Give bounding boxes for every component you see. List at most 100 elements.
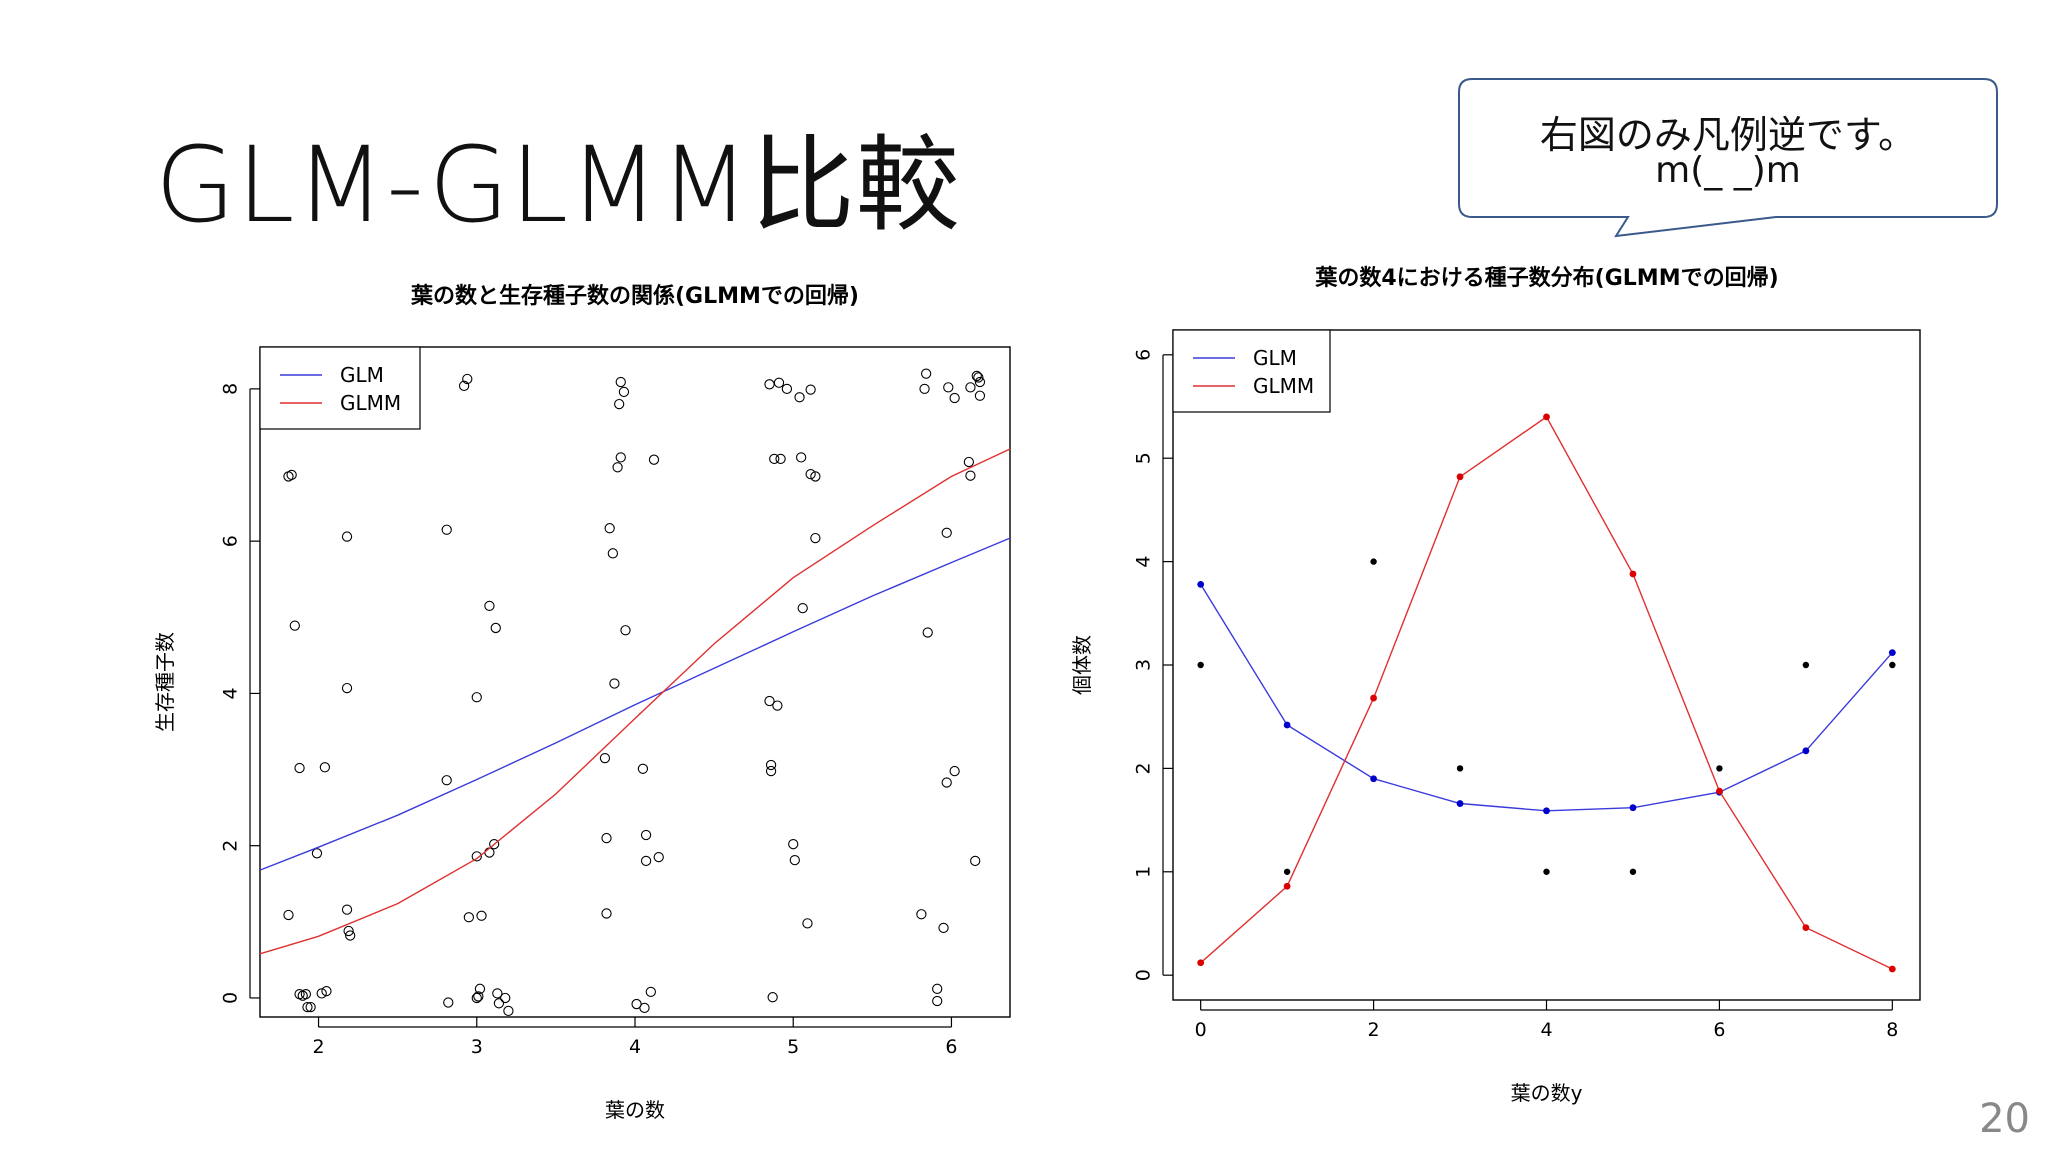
data-point [943,382,954,393]
data-point [810,532,821,544]
data-point [489,839,500,850]
data-point [471,992,482,1004]
data-point [639,1002,650,1014]
x-tick-label: 2 [1368,1019,1380,1041]
legend-box [1172,329,1331,413]
data-point [474,983,486,994]
data-point [476,910,487,921]
y-tick-label: 4 [1133,556,1155,568]
data-point [922,627,933,638]
data-point [441,524,452,535]
chart-title: 葉の数4における種子数分布(GLMMでの回帰) [1314,265,1778,291]
data-point [932,995,943,1007]
data-point [615,452,626,463]
series-point-glm [1888,649,1896,656]
data-point [764,379,775,390]
y-axis-label: 生存種子数 [153,632,177,732]
series-point-glm [1197,580,1205,588]
y-tick-label: 0 [1133,969,1155,981]
series-point-glm [1370,775,1377,783]
callout-note: 右図のみ凡例逆です。 m(_ _)m [1458,78,1998,238]
data-point [503,1005,514,1017]
data-point [601,908,612,919]
data-point [965,382,976,393]
page-number: 20 [1979,1096,2030,1142]
series-point-glmm [1716,787,1723,795]
data-point [772,700,783,711]
x-axis-label: 葉の数 [605,1098,665,1122]
observed-point [1629,868,1637,875]
chart-right-svg: 葉の数4における種子数分布(GLMMでの回帰) 0 2 4 6 8 0 1 2 3 4 5 6 葉の数y 個… [1070,265,1921,1105]
observed-point [1370,558,1377,565]
x-tick-label: 5 [787,1036,799,1058]
series-point-glm [1629,804,1637,812]
data-point [805,384,816,395]
data-point [640,829,652,841]
callout-bubble [1458,78,1998,238]
data-point [949,392,960,404]
data-point [283,909,294,921]
data-point [302,1001,313,1013]
data-point [471,851,482,862]
series-point-glmm [1283,882,1291,890]
y-tick-label: 6 [220,535,242,547]
data-point [640,855,652,867]
data-point [949,765,960,777]
chart-left-svg: 葉の数と生存種子数の関係(GLMMでの回帰) 2 3 4 5 6 0 2 4 6 8 葉の数 生存種子数… [153,283,1011,1122]
legend-box [259,346,421,430]
y-tick-label: 3 [1133,659,1155,671]
observed-point [1456,765,1464,772]
data-point [653,851,664,863]
series-point-glmm [1197,959,1205,967]
data-point [612,462,623,473]
x-tick-label: 4 [1540,1019,1552,1041]
x-axis-label: 葉の数y [1511,1081,1583,1105]
data-point [802,918,813,929]
data-point [971,370,982,382]
data-point [767,992,778,1003]
data-point [341,682,353,694]
series-point-glmm [1802,924,1810,932]
observed-point [1802,661,1810,669]
data-point [620,625,631,636]
data-point [609,678,620,689]
observed-point [1889,661,1896,669]
data-point [775,453,786,465]
series-point-glmm [1370,694,1377,702]
data-point [789,855,800,866]
observed-point [1197,661,1204,669]
y-tick-label: 2 [220,840,242,852]
callout-text: 右図のみ凡例逆です。 [1539,113,1917,157]
y-tick-label: 5 [1133,452,1155,464]
data-point [289,620,300,631]
data-point [974,390,986,401]
data-point [458,380,470,391]
series-point-glm [1543,807,1550,815]
data-point [471,692,482,703]
legend-label-glmm: GLMM [340,391,401,415]
x-tick-label: 6 [945,1036,957,1058]
data-point [645,986,656,998]
callout-emoticon: m(_ _)m [1655,150,1801,191]
data-point [615,376,626,388]
x-tick-label: 3 [471,1036,483,1058]
data-point [769,453,780,465]
data-point [973,372,984,383]
data-point [810,471,821,482]
data-point [441,775,452,786]
series-line-glmm [1200,415,1893,970]
data-point [805,468,816,480]
data-point [932,983,943,994]
data-point [648,454,660,465]
data-point [965,470,976,481]
data-point [500,992,511,1004]
data-point [462,373,473,385]
x-tick-label: 6 [1713,1019,1725,1041]
data-point [604,523,615,534]
plot-frame [259,346,1011,1018]
data-point [601,832,612,844]
data-point [963,456,975,468]
data-point [938,922,949,934]
y-tick-label: 0 [220,992,242,1004]
chart-right: 葉の数4における種子数分布(GLMMでの回帰) 0 2 4 6 8 0 1 2 3 4 5 6 葉の数y 個… [1060,255,1940,1125]
